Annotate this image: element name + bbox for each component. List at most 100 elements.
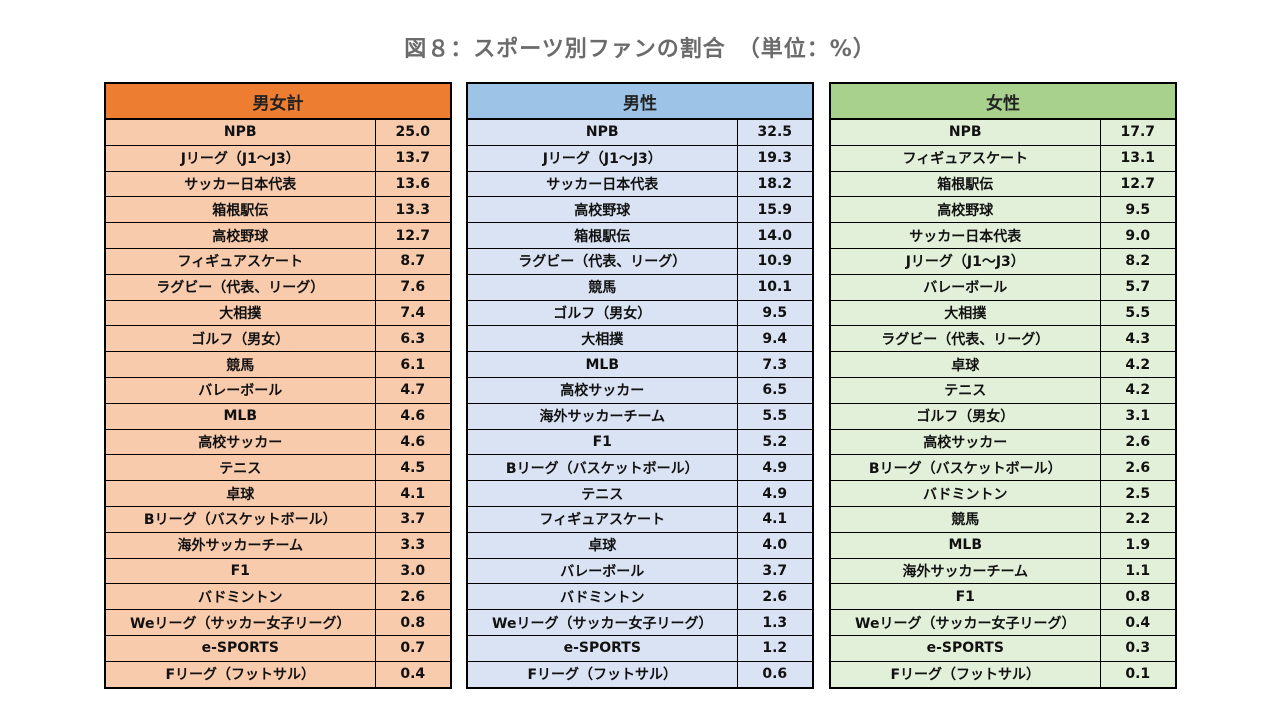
sport-name-cell: バドミントン bbox=[829, 480, 1101, 507]
percentage-cell: 0.4 bbox=[374, 660, 452, 689]
percentage-cell: 4.3 bbox=[1099, 325, 1177, 353]
table-header-total: 男女計 bbox=[104, 82, 452, 120]
sport-name-cell: ラグビー（代表、リーグ） bbox=[466, 247, 738, 275]
table-row: 箱根駅伝 13.3 bbox=[104, 196, 452, 224]
percentage-cell: 4.2 bbox=[1099, 376, 1177, 404]
percentage-cell: 9.5 bbox=[736, 299, 814, 327]
table-row: バレーボール 3.7 bbox=[466, 557, 814, 585]
table-row: Weリーグ（サッカー女子リーグ） 1.3 bbox=[466, 609, 814, 636]
percentage-cell: 0.8 bbox=[1099, 583, 1177, 611]
sport-name-cell: Bリーグ（バスケットボール） bbox=[829, 454, 1101, 482]
table-row: バドミントン 2.5 bbox=[829, 480, 1177, 507]
sport-name-cell: F1 bbox=[104, 557, 376, 585]
percentage-cell: 2.6 bbox=[374, 583, 452, 611]
table-row: Bリーグ（バスケットボール） 2.6 bbox=[829, 454, 1177, 482]
table-header-row: 男性 bbox=[466, 82, 814, 120]
sport-name-cell: Fリーグ（フットサル） bbox=[104, 660, 376, 689]
percentage-cell: 2.6 bbox=[736, 583, 814, 611]
table-row: バレーボール 4.7 bbox=[104, 376, 452, 404]
table-row: バレーボール 5.7 bbox=[829, 273, 1177, 301]
sport-name-cell: Fリーグ（フットサル） bbox=[829, 660, 1101, 689]
percentage-cell: 3.7 bbox=[736, 557, 814, 585]
sport-name-cell: MLB bbox=[466, 351, 738, 378]
table-body: NPB 25.0 Jリーグ（J1～J3） 13.7 サッカー日本代表 13.6 箱根駅伝 13… bbox=[104, 118, 452, 689]
table-row: 競馬 6.1 bbox=[104, 351, 452, 378]
table-row: e-SPORTS 0.3 bbox=[829, 634, 1177, 662]
table-row: サッカー日本代表 13.6 bbox=[104, 170, 452, 198]
table-row: Fリーグ（フットサル） 0.4 bbox=[104, 660, 452, 689]
percentage-cell: 10.1 bbox=[736, 273, 814, 301]
table-total: 男女計 NPB 25.0 Jリーグ（J1～J3） 13.7 サッカー日本代表 13.6 箱根… bbox=[104, 82, 452, 689]
sport-name-cell: テニス bbox=[466, 480, 738, 507]
percentage-cell: 17.7 bbox=[1099, 118, 1177, 146]
sport-name-cell: Fリーグ（フットサル） bbox=[466, 660, 738, 689]
percentage-cell: 4.9 bbox=[736, 454, 814, 482]
sport-name-cell: 大相撲 bbox=[466, 325, 738, 353]
table-header-female: 女性 bbox=[829, 82, 1177, 120]
table-row: 箱根駅伝 12.7 bbox=[829, 170, 1177, 198]
sport-name-cell: MLB bbox=[104, 402, 376, 430]
percentage-cell: 3.1 bbox=[1099, 402, 1177, 430]
table-header-row: 女性 bbox=[829, 82, 1177, 120]
percentage-cell: 7.4 bbox=[374, 299, 452, 327]
percentage-cell: 12.7 bbox=[374, 222, 452, 249]
percentage-cell: 4.1 bbox=[374, 480, 452, 507]
sport-name-cell: NPB bbox=[829, 118, 1101, 146]
table-header-row: 男女計 bbox=[104, 82, 452, 120]
table-row: 高校サッカー 2.6 bbox=[829, 428, 1177, 456]
table-row: サッカー日本代表 18.2 bbox=[466, 170, 814, 198]
sport-name-cell: 大相撲 bbox=[829, 299, 1101, 327]
table-row: フィギュアスケート 13.1 bbox=[829, 144, 1177, 172]
percentage-cell: 15.9 bbox=[736, 196, 814, 224]
sport-name-cell: 卓球 bbox=[104, 480, 376, 507]
page-title: 図８：スポーツ別ファンの割合 （単位：%） bbox=[404, 37, 876, 62]
table-row: ラグビー（代表、リーグ） 4.3 bbox=[829, 325, 1177, 353]
table-row: テニス 4.2 bbox=[829, 376, 1177, 404]
sport-name-cell: サッカー日本代表 bbox=[829, 222, 1101, 249]
sport-name-cell: 競馬 bbox=[829, 505, 1101, 533]
percentage-cell: 4.0 bbox=[736, 531, 814, 559]
percentage-cell: 4.6 bbox=[374, 428, 452, 456]
sport-name-cell: 箱根駅伝 bbox=[829, 170, 1101, 198]
percentage-cell: 2.2 bbox=[1099, 505, 1177, 533]
percentage-cell: 1.1 bbox=[1099, 557, 1177, 585]
table-row: Jリーグ（J1～J3） 19.3 bbox=[466, 144, 814, 172]
sport-name-cell: ゴルフ（男女） bbox=[466, 299, 738, 327]
table-header-male: 男性 bbox=[466, 82, 814, 120]
sport-name-cell: 競馬 bbox=[466, 273, 738, 301]
table-row: NPB 25.0 bbox=[104, 118, 452, 146]
percentage-cell: 4.6 bbox=[374, 402, 452, 430]
table-row: バドミントン 2.6 bbox=[104, 583, 452, 611]
percentage-cell: 4.7 bbox=[374, 376, 452, 404]
sport-name-cell: 高校野球 bbox=[829, 196, 1101, 224]
percentage-cell: 3.0 bbox=[374, 557, 452, 585]
table-row: Fリーグ（フットサル） 0.1 bbox=[829, 660, 1177, 689]
sport-name-cell: ラグビー（代表、リーグ） bbox=[104, 273, 376, 301]
table-female: 女性 NPB 17.7 フィギュアスケート 13.1 箱根駅伝 12.7 高校野球 9.5 サッ… bbox=[829, 82, 1177, 689]
percentage-cell: 6.5 bbox=[736, 376, 814, 404]
table-row: ラグビー（代表、リーグ） 10.9 bbox=[466, 247, 814, 275]
table-body: NPB 17.7 フィギュアスケート 13.1 箱根駅伝 12.7 高校野球 9.5 サッカー日… bbox=[829, 118, 1177, 689]
percentage-cell: 1.9 bbox=[1099, 531, 1177, 559]
sport-name-cell: ゴルフ（男女） bbox=[829, 402, 1101, 430]
percentage-cell: 9.4 bbox=[736, 325, 814, 353]
table-row: 大相撲 7.4 bbox=[104, 299, 452, 327]
sport-name-cell: バドミントン bbox=[104, 583, 376, 611]
table-body: NPB 32.5 Jリーグ（J1～J3） 19.3 サッカー日本代表 18.2 高校野球 15… bbox=[466, 118, 814, 689]
percentage-cell: 1.2 bbox=[736, 634, 814, 662]
percentage-cell: 19.3 bbox=[736, 144, 814, 172]
table-row: MLB 7.3 bbox=[466, 351, 814, 378]
sport-name-cell: NPB bbox=[104, 118, 376, 146]
sport-name-cell: サッカー日本代表 bbox=[466, 170, 738, 198]
table-row: 箱根駅伝 14.0 bbox=[466, 222, 814, 249]
percentage-cell: 1.3 bbox=[736, 609, 814, 636]
sport-name-cell: 海外サッカーチーム bbox=[104, 531, 376, 559]
table-row: テニス 4.9 bbox=[466, 480, 814, 507]
table-row: 卓球 4.0 bbox=[466, 531, 814, 559]
table-row: e-SPORTS 0.7 bbox=[104, 634, 452, 662]
table-row: 高校野球 12.7 bbox=[104, 222, 452, 249]
table-row: Jリーグ（J1～J3） 13.7 bbox=[104, 144, 452, 172]
table-row: MLB 4.6 bbox=[104, 402, 452, 430]
sport-name-cell: Weリーグ（サッカー女子リーグ） bbox=[829, 609, 1101, 636]
table-row: Jリーグ（J1～J3） 8.2 bbox=[829, 247, 1177, 275]
